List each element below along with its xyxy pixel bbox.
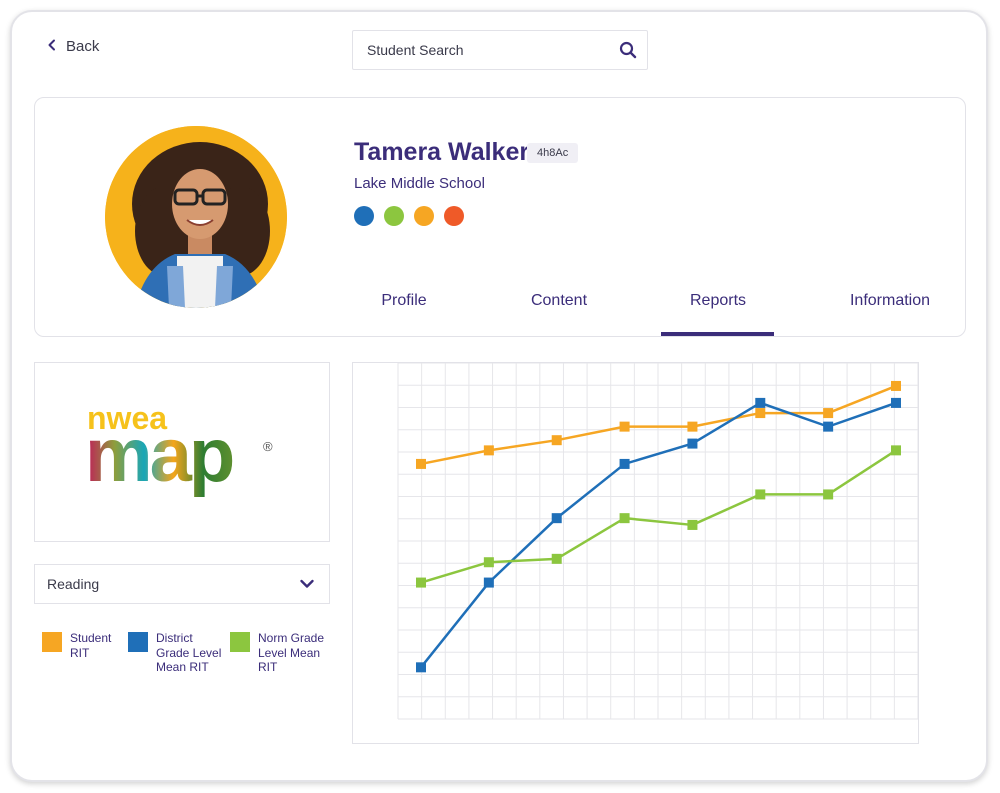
legend-item-norm-mean: Norm Grade Level Mean RIT bbox=[230, 631, 330, 675]
back-button[interactable]: Back bbox=[46, 38, 99, 55]
data-point bbox=[619, 513, 630, 524]
legend-label: Norm Grade Level Mean RIT bbox=[258, 631, 325, 674]
student-name: Tamera Walker bbox=[354, 138, 530, 166]
legend-swatch bbox=[128, 632, 148, 652]
data-point bbox=[891, 397, 901, 408]
nwea-map-logo: nwea map ® bbox=[85, 401, 273, 498]
data-point bbox=[416, 458, 426, 469]
data-point bbox=[687, 438, 698, 449]
legend-swatch bbox=[230, 632, 250, 652]
data-point bbox=[823, 408, 834, 419]
student-search bbox=[352, 30, 648, 70]
data-point bbox=[483, 445, 494, 456]
data-point bbox=[551, 513, 562, 524]
data-point bbox=[823, 421, 834, 432]
legend-item-student-rit: Student RIT bbox=[42, 631, 122, 660]
status-dots bbox=[354, 206, 464, 226]
profile-tabs: Profile Content Reports Information bbox=[335, 278, 965, 338]
search-icon[interactable] bbox=[619, 41, 637, 59]
chevron-left-icon bbox=[46, 38, 58, 55]
tab-reports[interactable]: Reports bbox=[689, 292, 747, 309]
status-dot bbox=[414, 206, 434, 226]
series-line bbox=[420, 401, 897, 669]
data-point bbox=[891, 445, 901, 456]
data-point bbox=[416, 577, 426, 588]
active-tab-indicator bbox=[661, 332, 774, 336]
data-point bbox=[551, 553, 562, 564]
student-avatar bbox=[105, 126, 287, 308]
legend-swatch bbox=[42, 632, 62, 652]
data-point bbox=[755, 397, 766, 408]
legend-label: Student RIT bbox=[70, 631, 112, 660]
series-line bbox=[420, 384, 897, 466]
legend-label: District Grade Level Mean RIT bbox=[156, 631, 222, 674]
search-input[interactable] bbox=[367, 42, 597, 58]
data-point bbox=[619, 421, 630, 432]
logo-nwea-text: nwea bbox=[87, 401, 167, 436]
data-point bbox=[755, 489, 766, 500]
series-line bbox=[420, 449, 897, 584]
school-name: Lake Middle School bbox=[354, 175, 485, 192]
tab-profile[interactable]: Profile bbox=[381, 292, 427, 309]
data-point bbox=[551, 435, 562, 446]
status-dot bbox=[384, 206, 404, 226]
student-id-badge: 4h8Ac bbox=[527, 143, 579, 163]
logo-registered: ® bbox=[263, 439, 273, 454]
chevron-down-icon bbox=[299, 576, 315, 592]
data-point bbox=[483, 557, 494, 568]
data-point bbox=[483, 577, 494, 588]
status-dot bbox=[354, 206, 374, 226]
nwea-map-logo-panel: nwea map ® bbox=[34, 362, 330, 542]
data-point bbox=[891, 380, 901, 391]
subject-dropdown[interactable]: Reading bbox=[34, 564, 330, 604]
data-point bbox=[687, 421, 698, 432]
data-point bbox=[416, 662, 426, 673]
legend-item-district-mean: District Grade Level Mean RIT bbox=[128, 631, 226, 675]
student-profile-card: Tamera Walker 4h8Ac Lake Middle School P… bbox=[34, 97, 966, 337]
data-point bbox=[755, 408, 766, 419]
subject-selected-value: Reading bbox=[47, 576, 100, 592]
back-label: Back bbox=[66, 38, 100, 55]
chart-svg bbox=[397, 363, 918, 720]
data-point bbox=[619, 458, 630, 469]
tab-information[interactable]: Information bbox=[849, 292, 931, 309]
status-dot bbox=[444, 206, 464, 226]
logo-map-text: map bbox=[85, 413, 233, 498]
data-point bbox=[687, 519, 698, 530]
tab-content[interactable]: Content bbox=[530, 292, 588, 309]
rit-growth-chart bbox=[352, 362, 919, 744]
data-point bbox=[823, 489, 834, 500]
